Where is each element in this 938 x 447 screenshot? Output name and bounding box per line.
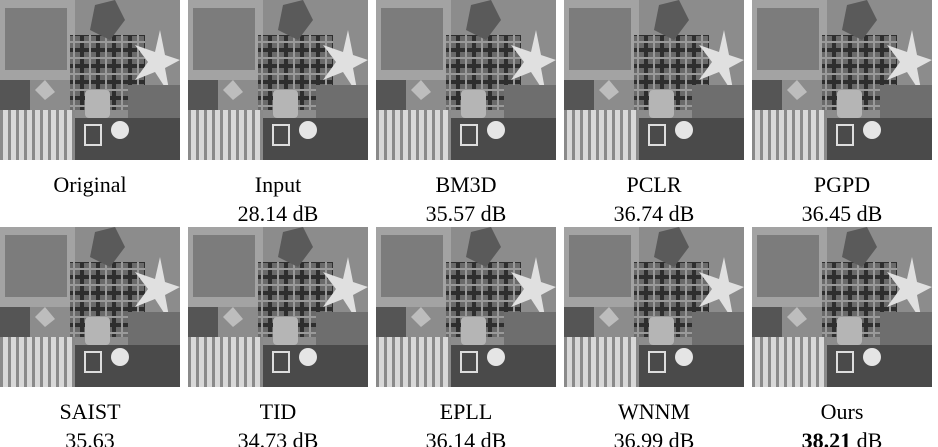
method-name: TID (260, 399, 297, 424)
caption: SAIST 35.63 (0, 397, 180, 447)
scene (564, 227, 744, 387)
scene (376, 0, 556, 160)
method-line: Original (0, 170, 180, 199)
score-line: 36.99 dB (564, 426, 744, 447)
method-name: SAIST (59, 399, 120, 424)
scene (752, 0, 932, 160)
score-line: 36.14 dB (376, 426, 556, 447)
figure: OriginalInput28.14 dBBM3D35.57 dBPCLR36.… (0, 0, 938, 447)
panel: SAIST 35.63 (0, 227, 180, 447)
scene-image (188, 227, 368, 387)
psnr-unit: dB (857, 428, 883, 447)
psnr-unit: dB (669, 201, 695, 226)
method-line: TID (188, 397, 368, 426)
scene-image (752, 227, 932, 387)
method-line: PGPD (752, 170, 932, 199)
scene-image (564, 0, 744, 160)
psnr-value: 35.57 (426, 201, 476, 226)
scene (0, 0, 180, 160)
scene (188, 227, 368, 387)
psnr-unit: dB (481, 428, 507, 447)
scene-image (376, 0, 556, 160)
method-name: PCLR (626, 172, 681, 197)
scene-image (0, 0, 180, 160)
caption: Original (0, 170, 180, 199)
method-line: EPLL (376, 397, 556, 426)
score-line: 38.21 dB (752, 426, 932, 447)
scene-image (376, 227, 556, 387)
psnr-value: 36.99 (614, 428, 664, 447)
method-line: Ours (752, 397, 932, 426)
panel: Original (0, 0, 180, 199)
scene-image (188, 0, 368, 160)
scene (0, 227, 180, 387)
method-line: Input (188, 170, 368, 199)
method-name: Input (255, 172, 301, 197)
psnr-value: 36.74 (614, 201, 664, 226)
psnr-unit: dB (481, 201, 507, 226)
method-name: EPLL (440, 399, 493, 424)
method-name: Original (53, 172, 126, 197)
psnr-value: 34.73 (238, 428, 288, 447)
method-name: WNNM (618, 399, 690, 424)
score-line: 36.74 dB (564, 199, 744, 228)
method-line: PCLR (564, 170, 744, 199)
psnr-value: 35.63 (65, 428, 115, 447)
method-line: BM3D (376, 170, 556, 199)
psnr-value: 28.14 (238, 201, 288, 226)
psnr-unit: dB (293, 201, 319, 226)
psnr-unit: dB (293, 428, 319, 447)
score-line: 35.63 (0, 426, 180, 447)
scene (376, 227, 556, 387)
score-line: 28.14 dB (188, 199, 368, 228)
method-name: PGPD (814, 172, 870, 197)
score-line: 34.73 dB (188, 426, 368, 447)
method-name: Ours (821, 399, 864, 424)
scene-image (0, 227, 180, 387)
scene-image (752, 0, 932, 160)
method-line: SAIST (0, 397, 180, 426)
method-line: WNNM (564, 397, 744, 426)
score-line: 35.57 dB (376, 199, 556, 228)
psnr-value: 36.14 (426, 428, 476, 447)
psnr-unit: dB (669, 428, 695, 447)
scene (752, 227, 932, 387)
score-line: 36.45 dB (752, 199, 932, 228)
psnr-value: 38.21 (802, 428, 852, 447)
psnr-unit: dB (857, 201, 883, 226)
method-name: BM3D (435, 172, 496, 197)
psnr-value: 36.45 (802, 201, 852, 226)
scene (188, 0, 368, 160)
scene (564, 0, 744, 160)
scene-image (564, 227, 744, 387)
